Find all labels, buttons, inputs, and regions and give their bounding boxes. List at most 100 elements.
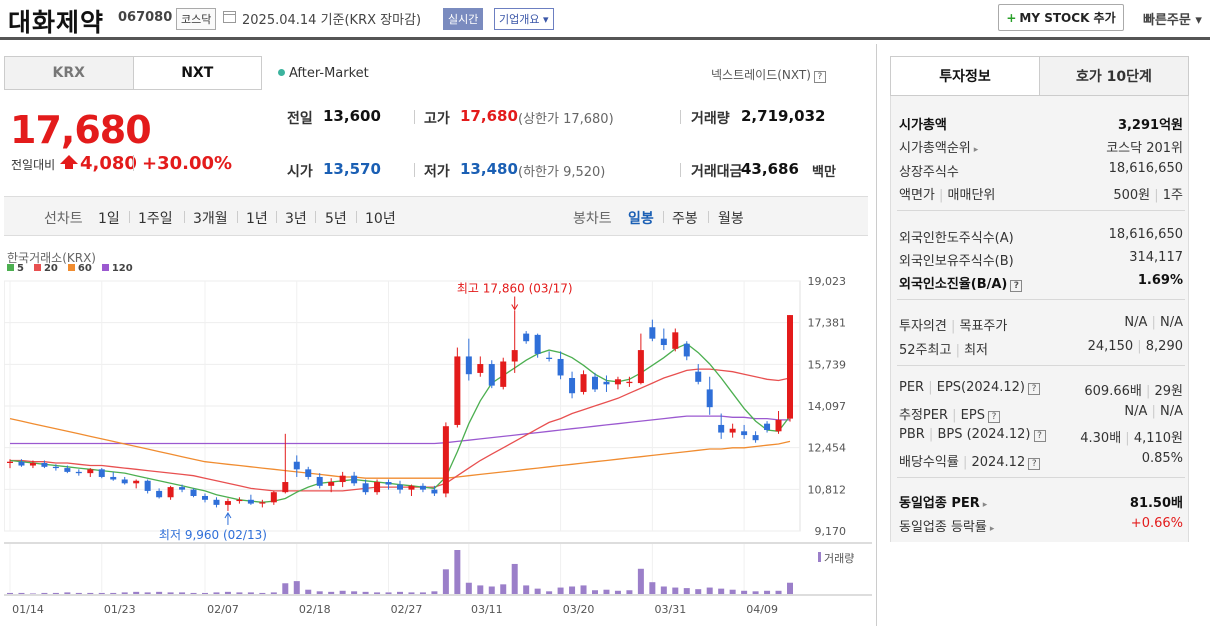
candle-chart-label: 봉차트 [573, 211, 612, 227]
est-per-value: N/A [1124, 404, 1148, 419]
candle-body [397, 484, 403, 490]
period-3y[interactable]: 3년 [285, 211, 307, 227]
volume-bar [511, 563, 518, 594]
volume-bar [546, 591, 553, 594]
candle-daily[interactable]: 일봉 [628, 211, 654, 227]
candle-body [488, 364, 495, 386]
est-per-label: 추정PER [899, 408, 949, 423]
legend-label: 60 [77, 263, 92, 274]
add-my-stock-button[interactable]: + MY STOCK 추가 [998, 4, 1124, 31]
candle-body [385, 482, 392, 485]
period-5y[interactable]: 5년 [325, 211, 347, 227]
volume-bar [282, 583, 289, 594]
volume-bar [247, 592, 254, 594]
est-eps-label: EPS [960, 408, 985, 423]
candle-body [580, 374, 587, 392]
volume-bar [202, 592, 208, 594]
volume-bar [637, 568, 644, 594]
shares-label: 상장주식수 [899, 165, 959, 180]
candle-monthly[interactable]: 월봉 [718, 211, 744, 227]
volume-bar [626, 590, 633, 594]
candle-body [477, 364, 484, 373]
candle-body [41, 463, 48, 467]
divider [897, 210, 1185, 211]
legend-swatch-icon [67, 264, 75, 271]
quick-order-dropdown[interactable]: 빠른주문 ▾ [1143, 13, 1202, 28]
volume-bar [385, 592, 392, 594]
tab-order-book[interactable]: 호가 10단계 [1040, 57, 1188, 95]
x-tick-label: 01/14 [12, 603, 44, 616]
volume-value: 2,719,032 [741, 107, 826, 125]
volume-bar [775, 590, 782, 594]
foreign-ratio-label: 외국인소진율(B/A) [899, 277, 1008, 292]
pbr-value: 4.30배 [1080, 431, 1122, 446]
est-per-value-wrap: N/A | N/A [1124, 404, 1183, 419]
candle-weekly[interactable]: 주봉 [672, 211, 698, 227]
period-1y[interactable]: 1년 [246, 211, 268, 227]
volume-bar [41, 592, 48, 594]
week52-high-label: 52주최고 [899, 343, 952, 358]
volume-bar [87, 592, 94, 594]
divider [680, 163, 681, 177]
volume-bar [305, 589, 312, 594]
help-icon[interactable]: ? [987, 411, 1000, 423]
divider [897, 477, 1185, 478]
help-icon[interactable]: ? [1027, 383, 1040, 395]
help-icon[interactable]: ? [1028, 458, 1041, 470]
divider [315, 211, 316, 223]
legend-label: 120 [111, 263, 133, 274]
sector-change-label: 동일업종 등락률 [899, 520, 987, 535]
chevron-right-icon: ▸ [973, 145, 979, 155]
candle-body [282, 482, 289, 493]
period-1d[interactable]: 1일 [98, 211, 120, 227]
opinion-label-wrap: 투자의견 | 목표주가 [899, 319, 1008, 334]
period-1w[interactable]: 1주일 [138, 211, 173, 227]
price-chart[interactable]: 한국거래소(KRX) 5 20 60 120 19,023 17,381 15,73… [4, 244, 872, 626]
tab-nxt[interactable]: NXT [133, 57, 261, 89]
volume-bar [213, 592, 220, 594]
candle-body [339, 475, 346, 483]
volume-legend-swatch-icon [818, 552, 821, 562]
candle-body [523, 333, 530, 342]
help-icon[interactable]: ? [1033, 430, 1046, 442]
tab-krx[interactable]: KRX [5, 57, 134, 89]
help-icon[interactable]: ? [813, 71, 826, 83]
legend-ma60: 60 [67, 263, 92, 274]
candle-body [156, 490, 163, 498]
x-tick-label: 02/07 [207, 603, 239, 616]
candle-body [500, 361, 507, 387]
per-label: PER [899, 380, 925, 395]
candle-body [29, 463, 36, 466]
volume-bar [614, 590, 621, 594]
open-value: 13,570 [323, 160, 381, 178]
volume-bar [397, 591, 403, 594]
candle-body [660, 338, 667, 346]
candle-body [569, 378, 576, 394]
x-tick-label: 03/11 [471, 603, 503, 616]
volume-bar [683, 588, 690, 594]
volume-bar [156, 591, 163, 594]
candlestick-chart[interactable]: 19,023 17,381 15,739 14,097 12,454 10,812 9,17… [4, 244, 872, 626]
volume-bar [465, 582, 472, 594]
volume-bar [64, 592, 71, 594]
candle-body [18, 461, 25, 466]
per-label-wrap: PER | EPS(2024.12)? [899, 380, 1040, 395]
change-percent: +30.00% [142, 153, 233, 174]
volume-bar [362, 591, 369, 594]
volume-bar [557, 587, 564, 594]
company-overview-dropdown[interactable]: 기업개요 ▾ [494, 8, 554, 30]
stock-header: 대화제약 067080 코스닥 2025.04.14 기준(KRX 장마감) 실… [0, 0, 1210, 40]
tab-investment-info[interactable]: 투자정보 [891, 57, 1040, 95]
period-10y[interactable]: 10년 [365, 211, 396, 227]
volume-bar [488, 586, 495, 594]
realtime-button[interactable]: 실시간 [443, 8, 484, 30]
prev-close-label: 전일 [287, 111, 313, 127]
market-badge: 코스닥 [176, 8, 217, 30]
candle-body [454, 356, 461, 425]
period-3m[interactable]: 3개월 [193, 211, 228, 227]
volume-bar [259, 592, 266, 594]
help-icon[interactable]: ? [1010, 280, 1023, 292]
candle-body [133, 480, 140, 484]
week52-low-label: 최저 [964, 343, 989, 358]
nextrade-info[interactable]: 넥스트레이드(NXT)? [711, 66, 826, 83]
